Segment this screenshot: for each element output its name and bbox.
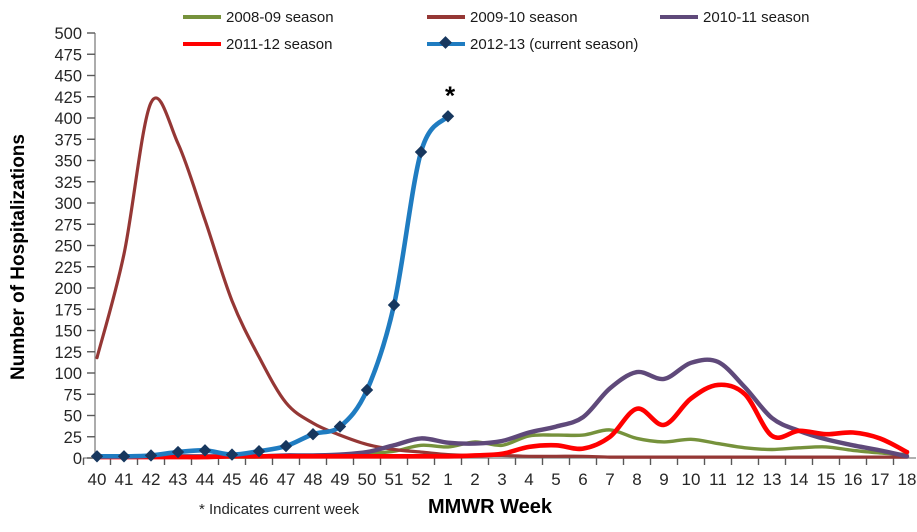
y-tick-label: 450 [54,68,82,86]
diamond-marker-icon [90,450,104,463]
legend: 2008-09 season 2009-10 season 2010-11 seas… [183,6,900,55]
y-tick-label: 325 [54,174,82,192]
x-tick-label: 9 [659,470,668,489]
diamond-marker-icon [279,439,293,453]
diamond-marker-icon [252,445,266,458]
x-tick-label: 11 [709,470,727,489]
x-axis-title: MMWR Week [427,496,553,518]
x-tick-label: 52 [412,470,431,489]
x-tick-label: 13 [763,470,782,489]
y-tick-label: 150 [54,323,82,341]
diamond-marker-icon [306,428,320,441]
legend-item-2012-13-current-season: 2012-13 (current season) [427,33,660,55]
legend-label: 2008-09 season [226,8,334,26]
x-tick-label: 40 [88,470,107,489]
diamond-marker-icon [144,449,158,462]
x-tick-label: 17 [871,470,890,489]
legend-label: 2009-10 season [470,8,578,26]
x-tick-label: 47 [277,470,296,489]
series-markers-2012-13-current-season [90,110,455,463]
legend-swatch [427,15,465,19]
x-tick-label: 44 [196,470,215,489]
y-tick-label: 25 [64,429,82,447]
x-tick-label: 43 [169,470,188,489]
legend-item-2008-09-season: 2008-09 season [183,6,427,28]
y-tick-label: 475 [54,46,82,64]
y-axis-title: Number of Hospitalizations [8,134,29,380]
x-tick-label: 5 [551,470,560,489]
legend-swatch [427,36,465,49]
x-tick-label: 10 [682,470,701,489]
y-tick-label: 350 [54,153,82,171]
axes [83,33,916,459]
x-tick-label: 45 [223,470,242,489]
diamond-marker-icon [387,298,401,312]
diamond-marker-icon [414,145,428,159]
y-tick-label: 400 [54,110,82,128]
diamond-marker-icon [360,383,374,397]
legend-swatch [660,15,698,19]
diamond-marker-icon [333,420,347,433]
y-tick-label: 225 [54,259,82,277]
y-tick-label: 175 [54,301,82,319]
series-line-2012-13-current-season [94,114,451,459]
y-tick-label: 500 [54,25,82,43]
x-axis [82,458,895,465]
legend-item-2010-11-season: 2010-11 season [660,6,900,28]
diamond-marker-icon [439,36,452,49]
series-line-2009-10-season [95,96,909,459]
x-tick-label: 41 [115,470,134,489]
x-tick-label: 18 [898,470,917,489]
x-tick-label: 15 [817,470,836,489]
legend-item-2009-10-season: 2009-10 season [427,6,660,28]
diamond-marker-icon [441,110,455,123]
diamond-marker-icon [117,450,131,463]
series-line-2010-11-season [94,357,910,459]
x-tick-label: 3 [497,470,506,489]
diamond-marker-icon [171,445,185,459]
y-tick-label: 200 [54,280,82,298]
x-tick-label: 14 [790,470,809,489]
legend-label: 2012-13 (current season) [470,35,639,53]
x-tick-label: 51 [385,470,404,489]
y-tick-label: 300 [54,195,82,213]
x-tick-label: 42 [142,470,161,489]
y-tick-label: 275 [54,216,82,234]
x-tick-label: 49 [331,470,350,489]
x-tick-label: 6 [578,470,587,489]
legend-label: 2011-12 season [226,35,333,53]
legend-item-2011-12-season: 2011-12 season [183,33,427,55]
y-tick-label: 0 [73,450,82,468]
x-tick-label: 4 [524,470,533,489]
y-tick-label: 250 [54,238,82,256]
legend-label: 2010-11 season [703,8,810,26]
x-tick-label: 8 [632,470,641,489]
x-tick-label: 16 [844,470,863,489]
legend-swatch [183,42,221,46]
x-tick-label: 46 [250,470,269,489]
y-tick-label: 425 [54,89,82,107]
x-tick-label: 1 [443,470,452,489]
current-week-asterisk: * [445,80,456,110]
diamond-marker-icon [225,448,239,461]
legend-swatch [183,15,221,19]
x-tick-label: 12 [736,470,755,489]
x-tick-label: 2 [470,470,479,489]
x-tick-label: 48 [304,470,323,489]
y-axis [87,32,95,459]
y-tick-label: 375 [54,131,82,149]
x-tick-label: 50 [358,470,377,489]
y-tick-label: 125 [54,344,82,362]
footnote: * Indicates current week [199,501,360,518]
y-tick-label: 100 [54,365,82,383]
x-tick-label: 7 [605,470,614,489]
y-tick-label: 75 [64,386,82,404]
y-tick-label: 50 [64,408,82,426]
diamond-marker-icon [198,444,212,457]
